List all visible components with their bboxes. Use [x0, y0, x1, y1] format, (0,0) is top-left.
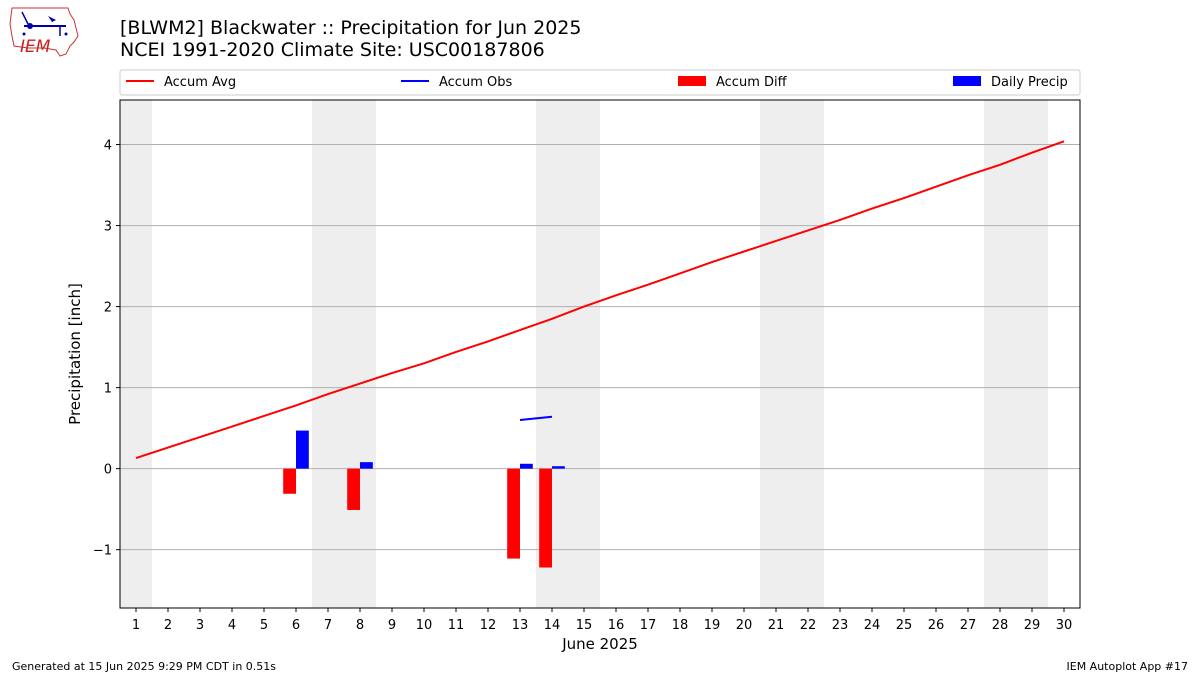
- y-tick-label: 1: [104, 382, 112, 397]
- weekend-shading: [120, 100, 1048, 608]
- x-tick-label: 23: [832, 618, 849, 633]
- logo-text: IEM: [20, 37, 51, 57]
- x-tick-label: 3: [196, 618, 204, 633]
- x-tick-label: 27: [960, 618, 977, 633]
- x-tick-label: 21: [768, 618, 785, 633]
- x-axis-label: June 2025: [561, 635, 638, 653]
- x-tick-label: 10: [416, 618, 433, 633]
- x-tick-label: 14: [544, 618, 561, 633]
- y-tick-label: 0: [104, 463, 112, 478]
- legend-swatch-accum-diff: [678, 76, 706, 86]
- y-axis: −1 0 1 2 3 4: [93, 139, 120, 559]
- x-tick-label: 26: [928, 618, 945, 633]
- chart-subtitle: NCEI 1991-2020 Climate Site: USC00187806: [120, 39, 545, 61]
- plot-frame: [119, 99, 1081, 609]
- x-tick-label: 24: [864, 618, 881, 633]
- x-tick-label: 6: [292, 618, 300, 633]
- legend-swatch-daily-precip: [953, 76, 981, 86]
- x-tick-label: 9: [388, 618, 396, 633]
- daily-precip-bar-14: [552, 466, 565, 469]
- x-tick-label: 18: [672, 618, 689, 633]
- x-tick-label: 5: [260, 618, 268, 633]
- weekend-band-3: [760, 100, 824, 608]
- weekend-band-1: [312, 100, 376, 608]
- legend-label-daily-precip: Daily Precip: [991, 75, 1068, 90]
- x-tick-label: 15: [576, 618, 593, 633]
- accum-obs-line: [519, 415, 553, 422]
- legend: Accum Avg Accum Obs Accum Diff Daily Precip: [119, 69, 1081, 96]
- x-tick-label: 19: [704, 618, 721, 633]
- y-tick-label: 4: [104, 139, 112, 154]
- x-tick-label: 7: [324, 618, 332, 633]
- x-tick-label: 30: [1056, 618, 1073, 633]
- x-tick-label: 13: [512, 618, 529, 633]
- x-tick-label: 20: [736, 618, 753, 633]
- x-tick-label: 2: [164, 618, 172, 633]
- daily-precip-bar-13: [520, 463, 533, 469]
- accum-avg-line: [135, 140, 1065, 460]
- accum-diff-bar-14: [539, 468, 552, 568]
- legend-label-accum-avg: Accum Avg: [164, 75, 236, 90]
- generated-timestamp: Generated at 15 Jun 2025 9:29 PM CDT in …: [12, 660, 277, 673]
- accum-diff-bar-13: [507, 468, 520, 559]
- x-tick-label: 16: [608, 618, 625, 633]
- y-tick-label: 2: [104, 301, 112, 316]
- y-axis-label: Precipitation [inch]: [66, 283, 84, 425]
- x-tick-label: 1: [132, 618, 140, 633]
- weekend-band-0: [120, 100, 152, 608]
- x-tick-label: 28: [992, 618, 1009, 633]
- x-tick-label: 8: [356, 618, 364, 633]
- gridlines: [120, 144, 1080, 551]
- accum-diff-bar-6: [283, 468, 296, 494]
- x-tick-label: 17: [640, 618, 657, 633]
- y-tick-label: −1: [93, 544, 112, 559]
- y-tick-label: 3: [104, 220, 112, 235]
- legend-label-accum-diff: Accum Diff: [716, 75, 788, 90]
- x-tick-label: 12: [480, 618, 497, 633]
- legend-box: [119, 69, 1081, 96]
- weekend-band-4: [984, 100, 1048, 608]
- bars: [283, 430, 565, 568]
- x-tick-label: 22: [800, 618, 817, 633]
- lines: [135, 140, 1065, 460]
- chart-title: [BLWM2] Blackwater :: Precipitation for …: [120, 17, 582, 39]
- x-tick-label: 11: [448, 618, 465, 633]
- daily-precip-bar-8: [360, 462, 373, 469]
- daily-precip-bar-6: [296, 430, 309, 469]
- app-label: IEM Autoplot App #17: [1066, 660, 1189, 673]
- x-tick-label: 25: [896, 618, 913, 633]
- iem-logo-icon: IEM: [9, 7, 79, 57]
- x-tick-label: 4: [228, 618, 236, 633]
- x-tick-label: 29: [1024, 618, 1041, 633]
- x-axis: 1 2 3 4 5 6 7 8 9 10 11 12 13 14 15 16 17 18 19 20 21 22 23 24 2…: [132, 608, 1072, 633]
- accum-diff-bar-8: [347, 468, 360, 510]
- legend-label-accum-obs: Accum Obs: [439, 75, 512, 90]
